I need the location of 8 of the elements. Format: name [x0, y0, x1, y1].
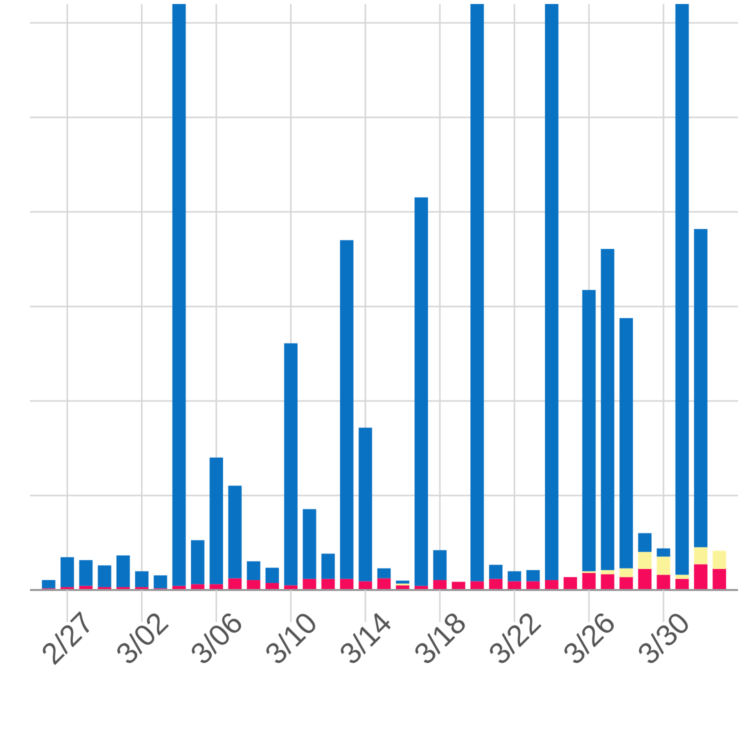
x-tick-label: 3/22: [482, 606, 548, 672]
x-tick-label: 3/14: [334, 606, 398, 672]
x-tick-label: 3/02: [110, 606, 175, 672]
x-tick-label: 3/10: [259, 606, 324, 672]
x-tick-label: 3/18: [408, 606, 473, 672]
x-tick-label: 3/30: [632, 606, 696, 672]
x-tick-label: 3/06: [184, 606, 250, 672]
x-tick-label: 3/26: [557, 606, 622, 672]
